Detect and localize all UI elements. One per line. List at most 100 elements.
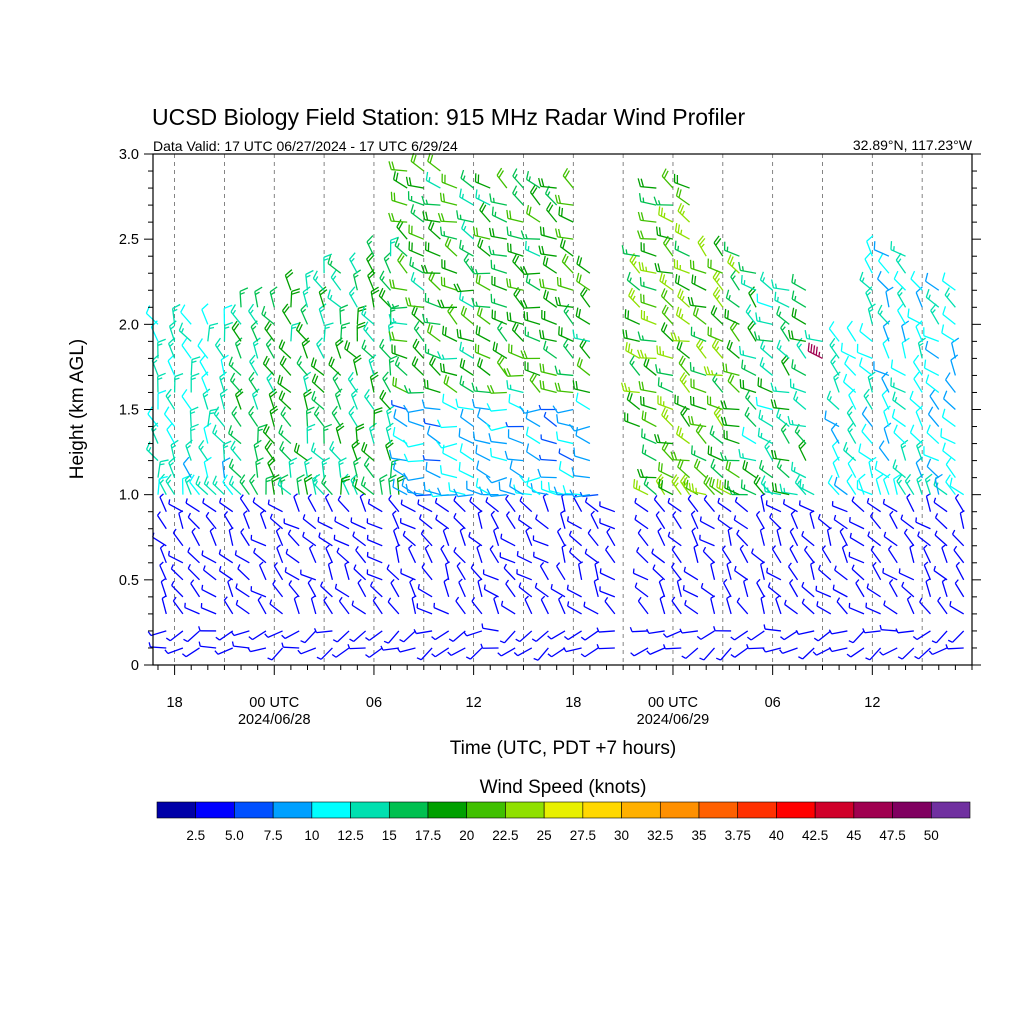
- colorbar-swatch: [311, 801, 351, 819]
- barb-staff: [235, 604, 250, 615]
- barb-staff: [683, 570, 699, 581]
- wind-barb: [486, 488, 507, 498]
- barb-staff: [934, 534, 948, 547]
- barb-half-flag: [240, 528, 245, 533]
- barb-flag: [271, 477, 281, 483]
- barb-half-flag: [431, 636, 436, 641]
- barb-flag: [378, 287, 384, 297]
- barb-flag: [687, 296, 691, 306]
- wind-barb: [856, 480, 873, 496]
- wind-barb: [638, 193, 657, 206]
- wind-barb: [231, 320, 242, 342]
- barb-half-flag: [459, 214, 462, 220]
- barb-half-flag: [671, 562, 675, 568]
- barb-flag: [486, 488, 492, 497]
- wind-barb: [474, 173, 491, 189]
- barb-staff: [734, 570, 749, 581]
- wind-barb: [366, 518, 383, 530]
- wind-barb: [277, 374, 292, 393]
- wind-barb: [558, 461, 574, 479]
- barb-flag: [233, 323, 240, 331]
- wind-barb: [753, 474, 765, 496]
- barb-flag: [562, 240, 566, 249]
- wind-barb: [727, 527, 733, 546]
- barb-staff: [755, 514, 765, 530]
- barb-flag: [622, 329, 625, 338]
- barb-flag: [641, 444, 645, 454]
- barb-staff: [836, 601, 848, 615]
- barb-flag: [388, 331, 392, 340]
- wind-barb: [646, 628, 665, 634]
- wind-barb: [448, 482, 466, 496]
- barb-flag: [349, 252, 356, 260]
- barb-flag: [459, 239, 462, 249]
- barb-half-flag: [293, 595, 299, 600]
- barb-flag: [712, 286, 719, 295]
- barb-flag: [662, 324, 668, 333]
- barb-flag: [799, 478, 802, 488]
- barb-flag: [699, 237, 706, 246]
- wind-barb: [190, 356, 201, 376]
- wind-barb: [312, 475, 325, 496]
- barb-half-flag: [945, 644, 949, 650]
- barb-flag: [421, 399, 426, 408]
- barb-staff: [350, 521, 366, 530]
- barb-flag: [796, 337, 803, 346]
- barb-half-flag: [762, 277, 766, 283]
- barb-flag: [810, 343, 813, 353]
- barb-half-flag: [440, 544, 445, 550]
- wind-barb: [228, 458, 242, 479]
- wind-barb: [566, 516, 582, 530]
- wind-barb: [459, 239, 474, 257]
- barb-flag: [335, 388, 343, 395]
- barb-staff: [915, 292, 923, 308]
- wind-barb: [476, 544, 483, 564]
- barb-staff: [459, 451, 474, 462]
- barb-half-flag: [383, 377, 388, 382]
- wind-barb: [252, 497, 267, 513]
- barb-half-flag: [240, 291, 245, 295]
- wind-barb: [652, 564, 666, 581]
- wind-barb: [538, 404, 557, 411]
- wind-barb: [403, 404, 424, 414]
- barb-half-flag: [703, 495, 708, 500]
- colorbar-label: 32.5: [647, 828, 673, 843]
- wind-barb: [759, 271, 774, 291]
- barb-flag: [353, 357, 362, 364]
- y-axis-ticks: 00.51.01.52.02.53.0: [119, 147, 981, 674]
- barb-flag: [479, 202, 485, 211]
- barb-staff: [883, 604, 898, 615]
- barb-flag: [397, 252, 403, 261]
- wind-barb: [690, 510, 699, 529]
- barb-staff: [367, 522, 383, 530]
- wind-barb: [317, 516, 333, 530]
- barb-staff: [470, 647, 483, 660]
- barb-half-flag: [955, 561, 960, 567]
- barb-staff: [453, 517, 466, 530]
- barb-staff: [907, 316, 923, 325]
- wind-barb: [416, 647, 433, 661]
- barb-flag: [491, 206, 494, 216]
- barb-flag: [562, 167, 569, 176]
- wind-barb: [387, 597, 400, 615]
- wind-barb: [477, 578, 483, 598]
- barb-half-flag: [280, 430, 284, 436]
- wind-barb: [405, 176, 424, 189]
- barb-flag: [709, 477, 713, 486]
- wind-barb: [726, 595, 732, 615]
- barb-staff: [145, 312, 159, 325]
- barb-staff: [219, 570, 234, 581]
- barb-half-flag: [728, 295, 731, 300]
- barb-flag: [370, 374, 379, 381]
- barb-staff: [499, 556, 516, 564]
- barb-staff: [223, 514, 234, 530]
- barb-flag: [363, 321, 369, 330]
- barb-half-flag: [315, 411, 320, 417]
- barb-staff: [717, 502, 732, 513]
- barb-half-flag: [314, 480, 318, 486]
- barb-flag: [525, 426, 529, 436]
- barb-half-flag: [804, 545, 808, 551]
- barb-flag: [498, 481, 501, 491]
- wind-barb: [411, 595, 417, 615]
- barb-half-flag: [318, 532, 321, 538]
